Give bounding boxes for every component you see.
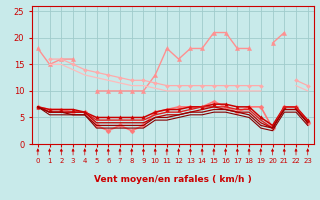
- X-axis label: Vent moyen/en rafales ( km/h ): Vent moyen/en rafales ( km/h ): [94, 175, 252, 184]
